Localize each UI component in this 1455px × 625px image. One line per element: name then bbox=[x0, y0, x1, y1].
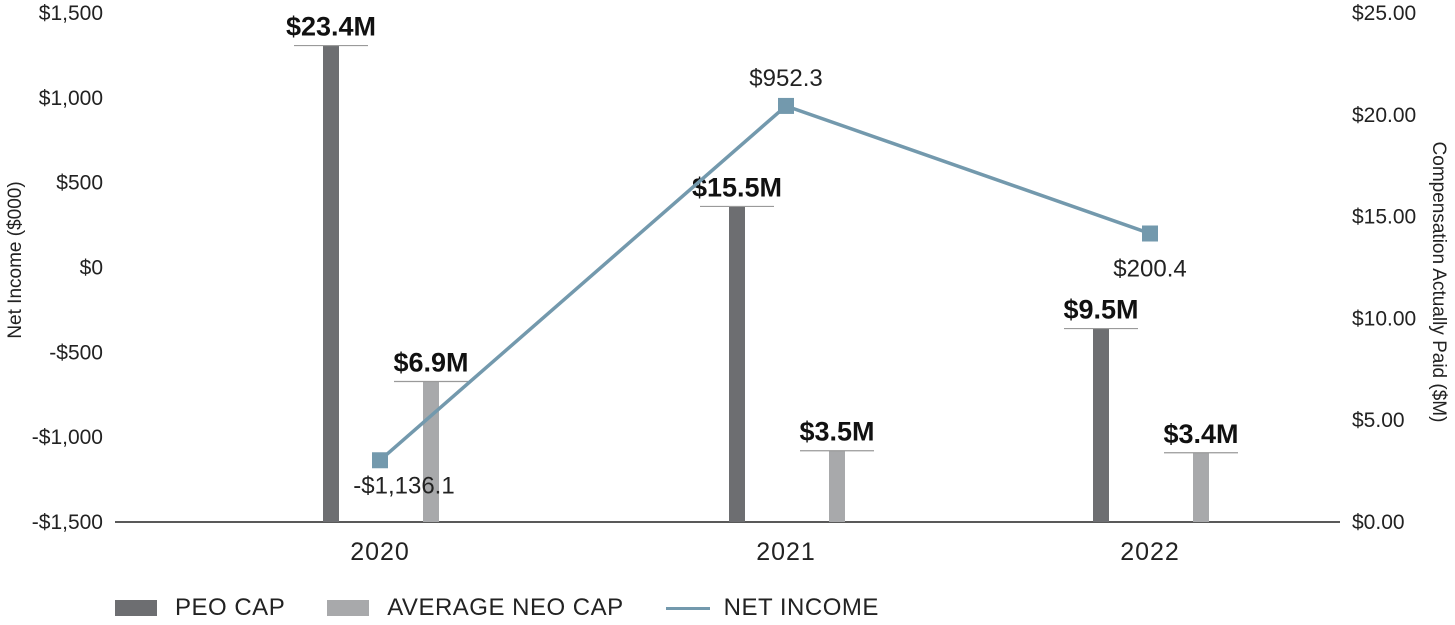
bar-average-neo-cap bbox=[423, 381, 439, 522]
x-axis-tick-label: 2020 bbox=[350, 538, 410, 566]
bar-peo-cap bbox=[1093, 328, 1109, 522]
legend-swatch-net-income bbox=[665, 606, 710, 610]
bar-peo-cap bbox=[729, 206, 745, 523]
right-axis-title: Compensation Actually Paid ($M) bbox=[1428, 142, 1449, 423]
legend-label-net-income: NET INCOME bbox=[723, 594, 879, 621]
bar-data-label-peo-cap: $15.5M bbox=[692, 172, 782, 202]
legend-swatch-average-neo-cap bbox=[327, 600, 370, 616]
net-income-marker bbox=[778, 97, 794, 114]
bar-data-label-peo-cap: $23.4M bbox=[286, 12, 376, 42]
chart-legend: PEO CAP AVERAGE NEO CAP NET INCOME bbox=[115, 592, 921, 624]
net-income-data-label: -$1,136.1 bbox=[353, 472, 454, 499]
left-axis-tick-label: $500 bbox=[56, 172, 103, 195]
bar-average-neo-cap bbox=[829, 450, 845, 522]
left-axis-tick-label: -$1,500 bbox=[32, 511, 103, 534]
left-axis-tick-label: $1,500 bbox=[39, 2, 103, 25]
net-income-data-label: $952.3 bbox=[749, 65, 822, 92]
net-income-marker bbox=[372, 452, 388, 469]
legend-label-average-neo-cap: AVERAGE NEO CAP bbox=[387, 594, 624, 621]
net-income-line bbox=[378, 103, 1151, 462]
bar-data-label-average-neo-cap: $3.4M bbox=[1163, 419, 1238, 449]
legend-item-average-neo-cap: AVERAGE NEO CAP bbox=[327, 594, 623, 622]
left-axis-tick-label: -$500 bbox=[49, 341, 103, 364]
net-income-data-label: $200.4 bbox=[1113, 255, 1186, 282]
left-axis-tick-label: -$1,000 bbox=[32, 426, 103, 449]
left-axis-tick-label: $1,000 bbox=[39, 87, 103, 110]
x-axis-tick-label: 2021 bbox=[756, 538, 816, 566]
right-axis-tick-label: $20.00 bbox=[1352, 104, 1416, 127]
bar-data-label-peo-cap: $9.5M bbox=[1063, 295, 1138, 325]
bar-average-neo-cap bbox=[1193, 452, 1209, 522]
bar-data-label-average-neo-cap: $6.9M bbox=[393, 348, 468, 378]
legend-label-peo-cap: PEO CAP bbox=[175, 594, 286, 621]
x-axis-tick-label: 2022 bbox=[1120, 538, 1180, 566]
right-axis-tick-label: $15.00 bbox=[1352, 206, 1416, 229]
left-axis-title: Net Income ($000) bbox=[5, 181, 26, 338]
right-axis-tick-label: $25.00 bbox=[1352, 2, 1416, 25]
legend-item-net-income: NET INCOME bbox=[665, 594, 879, 622]
right-axis-tick-label: $5.00 bbox=[1352, 409, 1405, 432]
bar-peo-cap bbox=[323, 45, 339, 523]
left-axis-tick-label: $0 bbox=[80, 257, 103, 280]
right-axis-tick-label: $10.00 bbox=[1352, 307, 1416, 330]
legend-swatch-peo-cap bbox=[115, 600, 157, 616]
bar-data-label-average-neo-cap: $3.5M bbox=[799, 417, 874, 447]
net-income-marker bbox=[1142, 225, 1158, 242]
right-axis-tick-label: $0.00 bbox=[1352, 511, 1405, 534]
cap-vs-net-income-chart: -$1,500 -$1,000 -$500 $0 $500 $1,000 $1,500 $0.… bbox=[5, 2, 1449, 566]
legend-item-peo-cap: PEO CAP bbox=[115, 594, 285, 622]
